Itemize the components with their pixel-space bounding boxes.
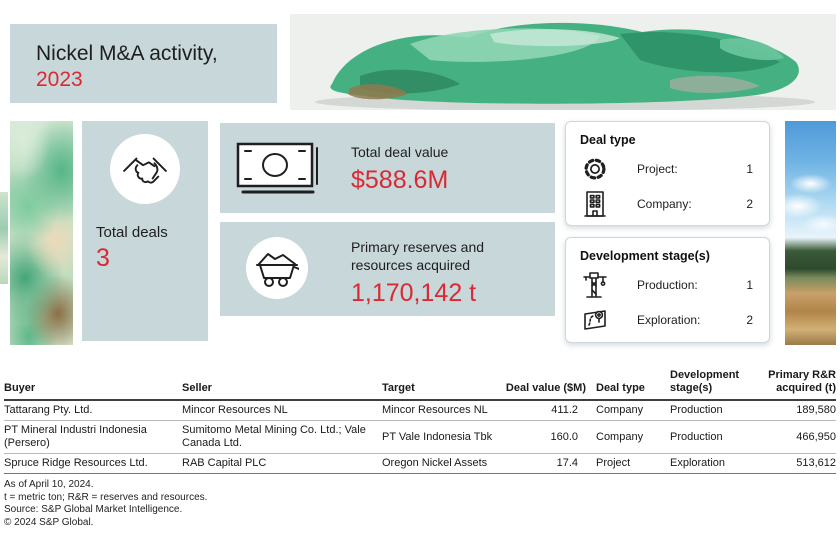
table-cell: 411.2 — [504, 400, 586, 421]
col-header-buyer: Buyer — [4, 366, 182, 401]
deal-type-box: Deal type Project: 1 — [565, 121, 770, 226]
table-cell: Sumitomo Metal Mining Co. Ltd.; Vale Can… — [182, 420, 382, 454]
table-cell: 17.4 — [504, 453, 586, 474]
reserves-card: Primary reserves and resources acquired … — [220, 222, 555, 316]
dev-stage-production-row: Production: 1 — [580, 267, 753, 302]
total-deals-card: Total deals 3 — [82, 121, 208, 341]
table-cell: Project — [586, 453, 658, 474]
table-cell: 466,950 — [744, 420, 836, 454]
company-label: Company: — [637, 196, 692, 211]
table-row: Tattarang Pty. Ltd. Mincor Resources NL Mi… — [4, 400, 836, 421]
table-cell: Exploration — [658, 453, 744, 474]
table-cell: Company — [586, 400, 658, 421]
table-cell: Mincor Resources NL — [382, 400, 504, 421]
total-deals-value: 3 — [96, 244, 110, 272]
table-header-row: Buyer Seller Target Deal value ($M) Deal… — [4, 366, 836, 401]
reserves-value: 1,170,142 t — [351, 279, 477, 307]
deal-value-card: Total deal value $588.6M — [220, 123, 555, 213]
col-header-seller: Seller — [182, 366, 382, 401]
deal-type-project-row: Project: 1 — [580, 151, 753, 186]
gear-icon — [580, 156, 610, 182]
mine-landscape-photo — [785, 121, 836, 345]
table-cell: Production — [658, 400, 744, 421]
deal-type-title: Deal type — [580, 133, 636, 147]
table-row: Spruce Ridge Resources Ltd. RAB Capital P… — [4, 453, 836, 474]
page-title: Nickel M&A activity, — [36, 42, 218, 65]
mineral-texture-photo — [10, 121, 73, 345]
deal-value-label: Total deal value — [351, 144, 449, 160]
development-stage-box: Development stage(s) Production: 1 — [565, 237, 770, 343]
col-header-deal-value: Deal value ($M) — [504, 366, 586, 401]
table-cell: 189,580 — [744, 400, 836, 421]
dev-stage-title: Development stage(s) — [580, 249, 710, 263]
deals-table-section: Buyer Seller Target Deal value ($M) Deal… — [4, 366, 836, 529]
table-cell: Mincor Resources NL — [182, 400, 382, 421]
deals-table: Buyer Seller Target Deal value ($M) Deal… — [4, 366, 836, 474]
table-cell: 513,612 — [744, 453, 836, 474]
table-cell: Tattarang Pty. Ltd. — [4, 400, 182, 421]
deal-type-company-row: Company: 2 — [580, 186, 753, 221]
mine-cart-icon — [246, 237, 308, 299]
table-cell: Oregon Nickel Assets — [382, 453, 504, 474]
table-cell: RAB Capital PLC — [182, 453, 382, 474]
production-count: 1 — [746, 277, 753, 292]
company-count: 2 — [746, 196, 753, 211]
production-label: Production: — [637, 277, 698, 292]
deal-value-value: $588.6M — [351, 166, 449, 194]
table-cell: Production — [658, 420, 744, 454]
nickel-ore-photo — [290, 14, 836, 110]
col-header-deal-type: Deal type — [586, 366, 658, 401]
table-cell: Company — [586, 420, 658, 454]
footnote-line: As of April 10, 2024. — [4, 479, 94, 490]
deals-table-body: Tattarang Pty. Ltd. Mincor Resources NL Mi… — [4, 400, 836, 474]
building-icon — [580, 190, 610, 218]
dev-stage-exploration-row: Exploration: 2 — [580, 302, 753, 337]
total-deals-label: Total deals — [96, 224, 168, 241]
table-row: PT Mineral Industri Indonesia (Persero) S… — [4, 420, 836, 454]
reserves-label: Primary reserves and resources acquired — [351, 239, 485, 273]
footnote-line: Source: S&P Global Market Intelligence. — [4, 504, 183, 515]
mineral-sliver-photo — [0, 192, 8, 284]
footnote-line: © 2024 S&P Global. — [4, 516, 94, 528]
page-title-year: 2023 — [36, 68, 83, 91]
exploration-count: 2 — [746, 312, 753, 327]
footnote-line: t = metric ton; R&R = reserves and resou… — [4, 491, 208, 503]
crane-icon — [580, 270, 610, 300]
project-count: 1 — [746, 161, 753, 176]
project-label: Project: — [637, 161, 678, 176]
title-block: Nickel M&A activity, 2023 — [10, 24, 277, 103]
table-cell: PT Mineral Industri Indonesia (Persero) — [4, 420, 182, 454]
col-header-target: Target — [382, 366, 504, 401]
map-pin-icon — [580, 307, 610, 333]
table-cell: 160.0 — [504, 420, 586, 454]
col-header-rr-acquired: Primary R&R acquired (t) — [744, 366, 836, 401]
table-cell: Spruce Ridge Resources Ltd. — [4, 453, 182, 474]
handshake-icon — [110, 134, 180, 204]
banknote-icon — [235, 140, 327, 213]
footnotes: As of April 10, 2024. t = metric ton; R&… — [4, 479, 836, 529]
exploration-label: Exploration: — [637, 312, 701, 327]
table-cell: PT Vale Indonesia Tbk — [382, 420, 504, 454]
col-header-dev-stage: Development stage(s) — [658, 366, 744, 401]
